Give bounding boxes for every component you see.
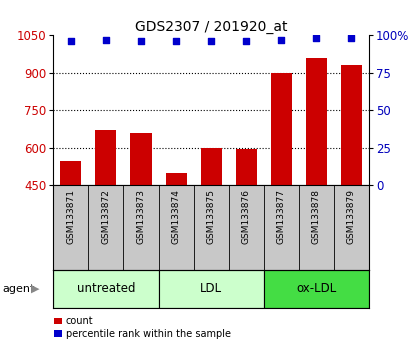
Point — [312, 35, 319, 41]
Point — [102, 37, 109, 43]
Title: GDS2307 / 201920_at: GDS2307 / 201920_at — [135, 21, 287, 34]
Bar — [53, 270, 158, 308]
Bar — [158, 270, 263, 308]
Bar — [60, 161, 81, 185]
Point — [347, 35, 354, 41]
Legend: count, percentile rank within the sample: count, percentile rank within the sample — [54, 316, 230, 339]
Point — [277, 37, 284, 43]
Point — [207, 39, 214, 44]
Bar — [305, 58, 326, 185]
Text: GSM133878: GSM133878 — [311, 189, 320, 244]
Point — [172, 39, 179, 44]
Bar — [340, 65, 361, 185]
Text: ▶: ▶ — [31, 284, 39, 294]
Text: ox-LDL: ox-LDL — [296, 282, 336, 296]
Text: agent: agent — [2, 284, 34, 294]
Text: GSM133871: GSM133871 — [66, 189, 75, 244]
Text: GSM133875: GSM133875 — [206, 189, 215, 244]
Text: GSM133877: GSM133877 — [276, 189, 285, 244]
Text: untreated: untreated — [76, 282, 135, 296]
Bar — [270, 73, 291, 185]
Bar — [235, 149, 256, 185]
Bar — [130, 133, 151, 185]
Text: GSM133873: GSM133873 — [136, 189, 145, 244]
Text: LDL: LDL — [200, 282, 222, 296]
Bar — [263, 270, 368, 308]
Bar — [165, 172, 186, 185]
Point — [137, 39, 144, 44]
Bar — [200, 148, 221, 185]
Text: GSM133879: GSM133879 — [346, 189, 355, 244]
Point — [243, 39, 249, 44]
Text: GSM133874: GSM133874 — [171, 189, 180, 244]
Bar — [95, 130, 116, 185]
Text: GSM133872: GSM133872 — [101, 189, 110, 244]
Text: GSM133876: GSM133876 — [241, 189, 250, 244]
Point — [67, 39, 74, 44]
